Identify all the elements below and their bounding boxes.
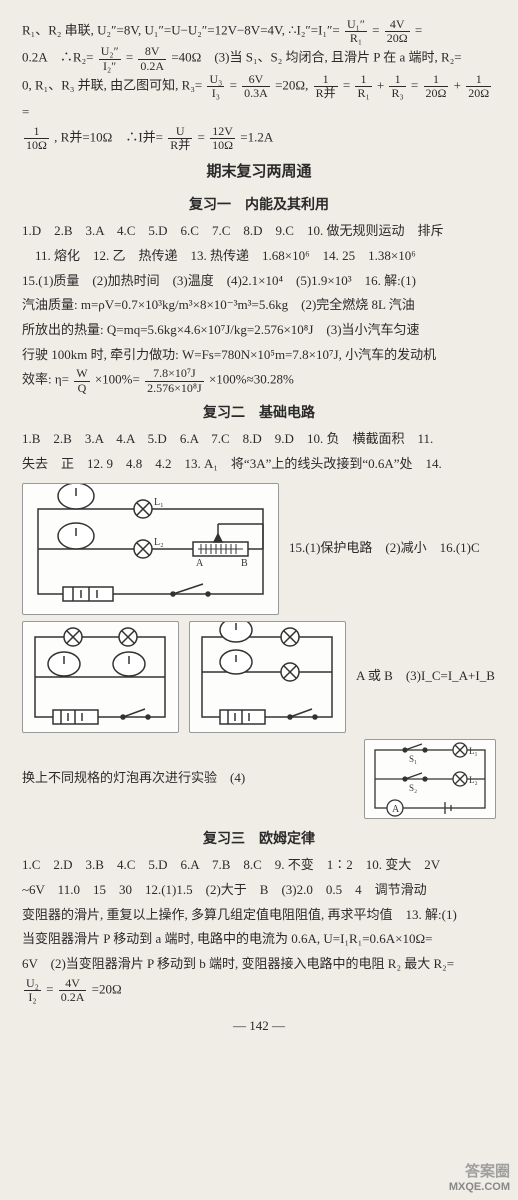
answer-line: 变阻器的滑片, 重复以上操作, 多算几组定值电阻阻值, 再求平均值 13. 解:…	[22, 907, 457, 922]
answer-line: 换上不同规格的灯泡再次进行实验 (4)	[22, 766, 354, 791]
svg-text:L₂: L₂	[469, 775, 478, 785]
watermark-en: MXQE.COM	[449, 1181, 510, 1194]
svg-text:B: B	[241, 558, 248, 569]
fraction: U₁″R₁	[345, 18, 367, 45]
fraction: 12V10Ω	[210, 125, 235, 152]
svg-text:S₂: S₂	[409, 783, 417, 793]
fraction: 1R₁	[355, 73, 371, 100]
fraction: WQ	[74, 367, 89, 394]
fraction: 4V0.2A	[59, 977, 87, 1004]
fraction: 7.8×10⁷J2.576×10⁸J	[145, 367, 204, 394]
figure-row-1: L₁ L₂ A B	[22, 483, 496, 615]
circuit-diagram-16a	[22, 621, 179, 733]
review3-title: 复习三 欧姆定律	[22, 825, 496, 852]
watermark: 答案圈 MXQE.COM	[449, 1163, 510, 1194]
svg-text:S₁: S₁	[409, 754, 417, 764]
svg-text:L₁: L₁	[154, 497, 164, 508]
main-title: 期末复习两周通	[22, 158, 496, 187]
answer-line: 失去 正 12. 9 4.8 4.2 13. A₁ 将“3A”上的线头改接到“0…	[22, 456, 442, 471]
top-formula-block: R₁、R₂ 串联, U₂″=8V, U₁″=U−U₂″=12V−8V=4V, ∴…	[22, 18, 496, 152]
answer-line: 1.C 2.D 3.B 4.C 5.D 6.A 7.B 8.C 9. 不变 1∶…	[22, 857, 440, 872]
answer-line: 汽油质量: m=ρV=0.7×10³kg/m³×8×10⁻³m³=5.6kg (…	[22, 297, 415, 312]
review1-title: 复习一 内能及其利用	[22, 191, 496, 218]
side-text-15: 15.(1)保护电路 (2)减小 16.(1)C	[289, 536, 496, 561]
fraction: U₂″I₂″	[99, 45, 121, 72]
fraction: 120Ω	[466, 73, 491, 100]
review3-answers: 1.C 2.D 3.B 4.C 5.D 6.A 7.B 8.C 9. 不变 1∶…	[22, 853, 496, 1004]
answer-line: 1.B 2.B 3.A 4.A 5.D 6.A 7.C 8.D 9.D 10. …	[22, 431, 433, 446]
circuit-schematic-4: S₁ L₁ S₂ L₂ A	[364, 739, 496, 819]
svg-text:L₂: L₂	[154, 537, 164, 548]
fraction: 110Ω	[24, 125, 49, 152]
watermark-cn: 答案圈	[449, 1163, 510, 1181]
fraction: 1R并	[314, 73, 338, 100]
answer-line: 所放出的热量: Q=mq=5.6kg×4.6×10⁷J/kg=2.576×10⁸…	[22, 322, 420, 337]
figure-row-2: A 或 B (3)I_C=I_A+I_B	[22, 621, 496, 733]
document-page: R₁、R₂ 串联, U₂″=8V, U₁″=U−U₂″=12V−8V=4V, ∴…	[0, 0, 518, 1200]
page-number: — 142 —	[22, 1014, 496, 1039]
fraction: UR并	[168, 125, 192, 152]
fraction: 1R₃	[389, 73, 405, 100]
answer-line: 15.(1)质量 (2)加热时间 (3)温度 (4)2.1×10⁴ (5)1.9…	[22, 273, 416, 288]
review2-title: 复习二 基础电路	[22, 399, 496, 426]
review1-answers: 1.D 2.B 3.A 4.C 5.D 6.C 7.C 8.D 9.C 10. …	[22, 219, 496, 395]
circuit-diagram-14: L₁ L₂ A B	[22, 483, 279, 615]
review2-answers: 1.B 2.B 3.A 4.A 5.D 6.A 7.C 8.D 9.D 10. …	[22, 427, 496, 476]
circuit-diagram-16b	[189, 621, 346, 733]
answer-line: 1.D 2.B 3.A 4.C 5.D 6.C 7.C 8.D 9.C 10. …	[22, 223, 443, 238]
answer-line: 11. 熔化 12. 乙 热传递 13. 热传递 1.68×10⁶ 14. 25…	[22, 248, 416, 263]
svg-text:A: A	[196, 558, 204, 569]
svg-text:L₁: L₁	[469, 746, 478, 756]
fraction: 6V0.3A	[242, 73, 270, 100]
fraction: U₂I₂	[24, 977, 41, 1004]
fraction: 8V0.2A	[138, 45, 166, 72]
answer-line: 6V (2)当变阻器滑片 P 移动到 b 端时, 变阻器接入电路中的电阻 R₂ …	[22, 956, 454, 971]
answer-line: 行驶 100km 时, 牵引力做功: W=Fs=780N×10⁵m=7.8×10…	[22, 347, 436, 362]
text: R₁、R₂ 串联, U₂″=8V, U₁″=U−U₂″=12V−8V=4V, ∴…	[22, 23, 340, 38]
side-text-16: A 或 B (3)I_C=I_A+I_B	[356, 664, 496, 689]
figure-row-3: 换上不同规格的灯泡再次进行实验 (4) S₁ L₁ S₂ L₂ A	[22, 739, 496, 819]
fraction: U₃I₃	[207, 73, 224, 100]
fraction: 4V20Ω	[385, 18, 410, 45]
fraction: 120Ω	[424, 73, 449, 100]
answer-line: ~6V 11.0 15 30 12.(1)1.5 (2)大于 B (3)2.0 …	[22, 882, 427, 897]
svg-text:A: A	[392, 804, 400, 815]
answer-line: 当变阻器滑片 P 移动到 a 端时, 电路中的电流为 0.6A, U=I₁R₁=…	[22, 931, 432, 946]
answer-line: 效率: η=	[22, 372, 69, 387]
